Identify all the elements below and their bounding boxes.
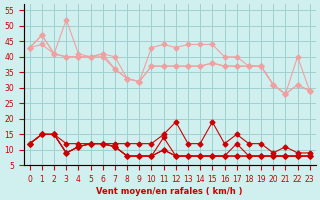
X-axis label: Vent moyen/en rafales ( km/h ): Vent moyen/en rafales ( km/h ) xyxy=(97,187,243,196)
